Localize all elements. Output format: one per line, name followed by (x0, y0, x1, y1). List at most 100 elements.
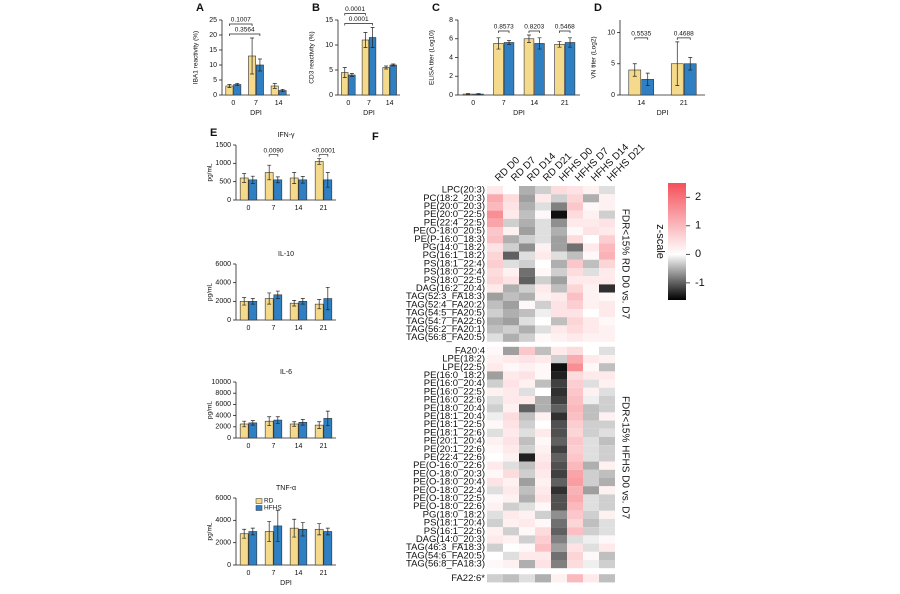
error-bar (476, 93, 481, 95)
heatmap-cell (599, 543, 615, 552)
error-bar (325, 286, 330, 311)
heatmap-cell (503, 387, 519, 396)
heatmap-cell (535, 259, 551, 268)
heatmap-cell (487, 371, 503, 380)
heatmap-cell (487, 453, 503, 462)
heatmap-cell (551, 461, 567, 470)
heatmap-cell (503, 333, 519, 342)
heatmap-cell (551, 202, 567, 211)
heatmap-cell (487, 346, 503, 355)
y-tick-label: 4000 (215, 280, 231, 287)
heatmap-cell (551, 363, 567, 372)
error-bar (632, 63, 637, 77)
heatmap-cell (503, 519, 519, 528)
heatmap-cell (599, 210, 615, 219)
significance-bracket (268, 154, 279, 157)
x-tick-label: 0 (471, 100, 475, 107)
heatmap-cell (567, 420, 583, 429)
heatmap-cell (503, 445, 519, 454)
error-bar (292, 172, 297, 184)
error-bar (292, 421, 297, 427)
row-label: PE(16:0_18:2) (424, 370, 485, 381)
bar (248, 531, 258, 566)
significance-bracket (676, 37, 691, 40)
heatmap-cell (535, 363, 551, 372)
heatmap-cell (583, 309, 599, 318)
significance-bracket (559, 30, 571, 33)
heatmap-cell (599, 502, 615, 511)
error-bar (275, 176, 280, 184)
error-bar (275, 416, 280, 424)
heatmap-cell (583, 404, 599, 413)
colorbar-tick-label: 2 (695, 191, 701, 203)
heatmap-cell (567, 276, 583, 285)
row-label: TAG(54:6_FA20:5) (406, 550, 485, 561)
heatmap-cell (487, 325, 503, 334)
x-tick-label: 21 (561, 100, 569, 107)
panel-letter: E (210, 127, 217, 139)
heatmap-cell (567, 469, 583, 478)
x-tick-label: 14 (637, 100, 645, 107)
legend-label: HFHS (264, 505, 282, 512)
x-tick-label: 14 (530, 100, 538, 107)
heatmap-cell (503, 292, 519, 301)
heatmap-cell (519, 186, 535, 195)
heatmap-cell (551, 259, 567, 268)
heatmap-cell (519, 478, 535, 487)
error-bar (507, 40, 512, 45)
heatmap-cell (551, 284, 567, 293)
heatmap-cell (519, 453, 535, 462)
error-bar (688, 57, 693, 71)
heatmap-cell (567, 437, 583, 446)
heatmap-cell (535, 186, 551, 195)
heatmap-cell (567, 243, 583, 252)
significance-label: 0.1007 (231, 17, 251, 24)
heatmap-cell (599, 469, 615, 478)
heatmap-cell (551, 453, 567, 462)
error-bar (267, 164, 272, 181)
significance-label: 0.8573 (494, 24, 514, 31)
heatmap-cell (519, 371, 535, 380)
row-label: LPE(18:2) (442, 354, 485, 365)
heatmap-cell (487, 510, 503, 519)
y-tick-label: 0 (227, 197, 231, 204)
row-label: PE(O-18:0_20:4) (413, 477, 485, 488)
y-tick-label: 1000 (215, 160, 231, 167)
heatmap-cell (535, 494, 551, 503)
heatmap-cell (583, 346, 599, 355)
heatmap-cell (583, 202, 599, 211)
heatmap-cell (567, 235, 583, 244)
heatmap-cell (583, 379, 599, 388)
heatmap-cell (567, 210, 583, 219)
error-bar (235, 82, 240, 87)
colorbar-tick-label: 0 (695, 248, 701, 260)
heatmap-cell (519, 519, 535, 528)
heatmap-cell (487, 218, 503, 227)
row-label: PG(16:1_18:2) (423, 250, 485, 261)
heatmap-cell (551, 412, 567, 421)
x-tick-label: 21 (320, 205, 328, 212)
heatmap-cell (583, 387, 599, 396)
heatmap-cell (487, 292, 503, 301)
heatmap-cell (535, 453, 551, 462)
heatmap-cell (519, 276, 535, 285)
heatmap-cell (551, 510, 567, 519)
heatmap-cell (551, 227, 567, 236)
heatmap-cell (487, 284, 503, 293)
heatmap-cell (583, 437, 599, 446)
heatmap-cell (567, 194, 583, 203)
row-label: LPE(22:5) (442, 362, 485, 373)
row-label: TAG(46:3_FA18:3) (406, 542, 485, 553)
x-tick-label: 14 (295, 205, 303, 212)
x-tick-label: 14 (386, 100, 394, 107)
heatmap-cell (487, 363, 503, 372)
heatmap-cell (487, 251, 503, 260)
y-axis-label: CD3 reactivity (%) (309, 31, 316, 83)
heatmap-cell (599, 194, 615, 203)
heatmap-cell (567, 355, 583, 364)
heatmap-cell (551, 325, 567, 334)
heatmap-cell (551, 445, 567, 454)
heatmap-cell (503, 243, 519, 252)
heatmap-cell (503, 300, 519, 309)
heatmap-cell (519, 461, 535, 470)
